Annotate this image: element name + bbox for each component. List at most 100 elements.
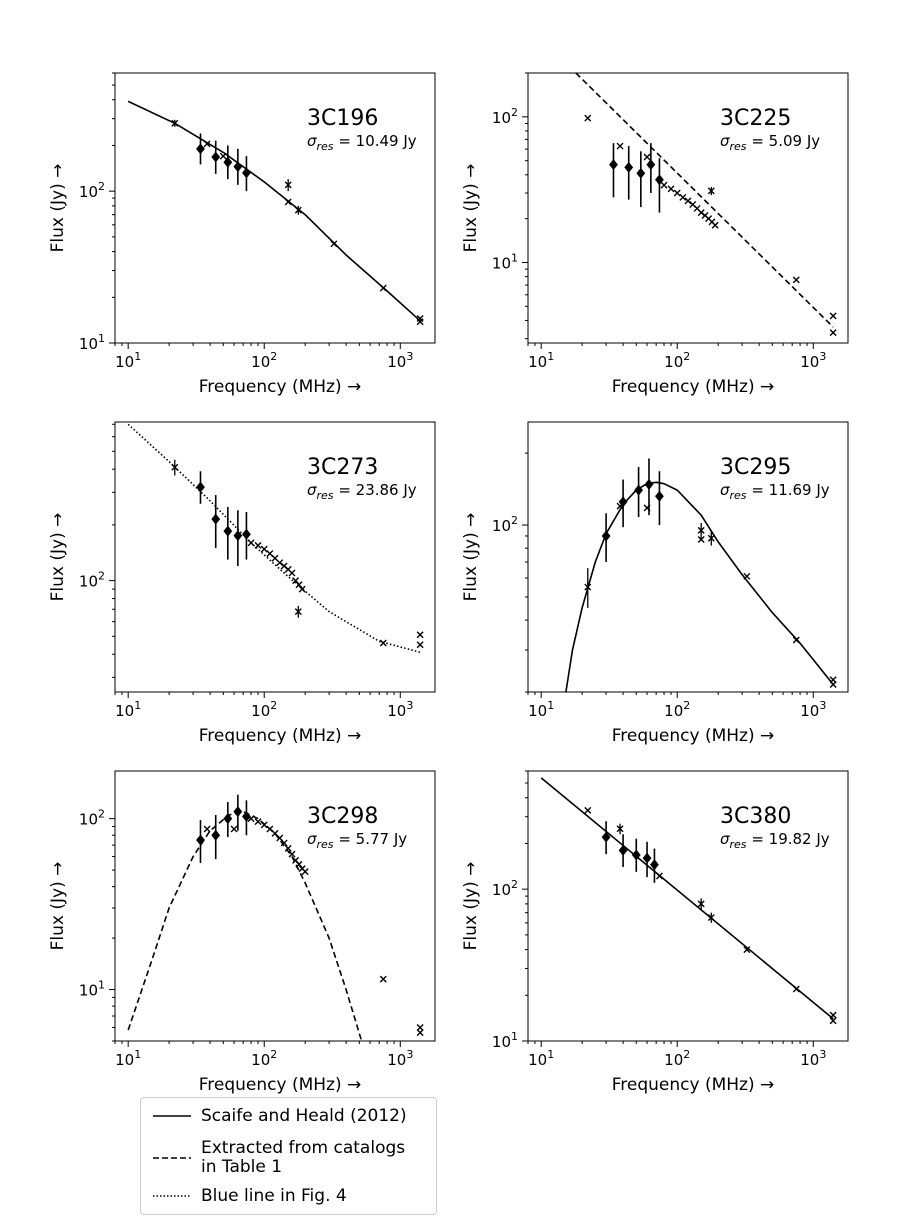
x-axis-label: Frequency (MHz) → xyxy=(199,377,362,397)
diamond-point xyxy=(233,530,243,542)
cross-point xyxy=(660,181,668,189)
y-axis-label: Flux (Jy) → xyxy=(48,862,68,951)
cross-point xyxy=(379,975,387,983)
source-name: 3C295 xyxy=(720,455,791,480)
source-name: 3C273 xyxy=(307,455,378,480)
y-tick-label: 102 xyxy=(79,180,105,201)
x-axis-label: Frequency (MHz) → xyxy=(612,726,775,746)
x-tick-label: 103 xyxy=(800,699,826,720)
diamond-point xyxy=(655,174,664,186)
cross-point xyxy=(697,526,705,534)
diamond-point xyxy=(650,859,659,871)
cross-point xyxy=(829,329,837,337)
cross-point xyxy=(584,583,592,591)
cross-point xyxy=(697,900,705,908)
cross-point xyxy=(254,818,262,826)
cross-point xyxy=(829,1017,837,1025)
x-tick-label: 101 xyxy=(528,1048,554,1069)
y-tick-label: 101 xyxy=(492,251,518,272)
diamond-point xyxy=(601,530,611,542)
cross-point xyxy=(792,636,800,644)
cross-point xyxy=(379,639,387,647)
diamond-point xyxy=(618,844,628,856)
cross-point xyxy=(288,850,296,858)
diamond-point xyxy=(642,852,652,864)
diamond-point xyxy=(211,829,221,841)
plot-frame xyxy=(114,72,436,344)
cross-point xyxy=(203,825,211,833)
y-tick-label: 101 xyxy=(79,332,105,353)
chart-panel-3c295: 101 102 103 102 Frequency (MHz) → Flux (Jy) →… xyxy=(461,421,849,746)
cross-point xyxy=(697,535,705,543)
plot-area xyxy=(127,794,424,1041)
x-axis-label: Frequency (MHz) → xyxy=(612,1075,775,1095)
cross-point xyxy=(171,119,179,127)
cross-point xyxy=(616,825,624,833)
sigma-res-annotation: σres = 23.86 Jy xyxy=(307,481,417,502)
chart-panel-3c273: 101 102 103 102 Frequency (MHz) → Flux (Jy) →… xyxy=(48,421,436,746)
diamond-point xyxy=(196,834,205,846)
cross-point xyxy=(416,631,424,639)
diamond-point xyxy=(233,161,243,173)
diamond-point xyxy=(655,490,664,502)
cross-point xyxy=(416,1029,424,1037)
y-tick-label: 101 xyxy=(79,979,105,1000)
legend-dotted-line-icon xyxy=(153,1195,191,1197)
y-tick-label: 102 xyxy=(492,514,518,535)
x-tick-label: 102 xyxy=(251,350,277,371)
y-axis-label: Flux (Jy) → xyxy=(48,513,68,602)
cross-point xyxy=(792,276,800,284)
x-axis-label: Frequency (MHz) → xyxy=(612,377,775,397)
x-tick-label: 103 xyxy=(387,1048,413,1069)
cross-point xyxy=(673,189,681,197)
y-tick-label: 102 xyxy=(492,878,518,899)
diamond-point xyxy=(233,806,243,818)
x-tick-label: 103 xyxy=(800,1048,826,1069)
cross-point xyxy=(295,860,303,868)
cross-point xyxy=(247,539,255,547)
cross-point xyxy=(288,569,296,577)
plot-frame xyxy=(114,770,436,1042)
x-tick-label: 101 xyxy=(115,1048,141,1069)
chart-panel-3c298: 101 102 103 101 102 Frequency (MHz) → Flux (Jy… xyxy=(48,770,436,1095)
x-axis-label: Frequency (MHz) → xyxy=(199,1075,362,1095)
diamond-point xyxy=(618,496,628,508)
cross-point xyxy=(655,872,663,880)
cross-point xyxy=(330,240,338,248)
sigma-res-annotation: σres = 5.09 Jy xyxy=(720,132,820,153)
cross-point xyxy=(743,572,751,580)
cross-point xyxy=(294,206,302,214)
source-name: 3C196 xyxy=(307,106,378,131)
diamond-point xyxy=(634,484,643,496)
cross-point xyxy=(298,585,306,593)
x-tick-label: 101 xyxy=(115,350,141,371)
source-name: 3C298 xyxy=(307,804,378,829)
diamond-point xyxy=(242,528,251,540)
cross-point xyxy=(260,545,268,553)
cross-point xyxy=(219,152,227,160)
cross-point xyxy=(643,153,651,161)
source-name: 3C225 xyxy=(720,106,791,131)
plot-frame xyxy=(527,72,849,344)
y-tick-label: 102 xyxy=(79,808,105,829)
cross-point xyxy=(743,946,751,954)
cross-point xyxy=(295,581,303,589)
cross-point xyxy=(707,187,715,195)
diamond-point xyxy=(601,831,611,843)
plot-area xyxy=(127,100,424,326)
sigma-res-annotation: σres = 5.77 Jy xyxy=(307,830,407,851)
cross-point xyxy=(284,198,292,206)
x-tick-label: 102 xyxy=(251,1048,277,1069)
diamond-point xyxy=(624,161,634,173)
x-axis-label: Frequency (MHz) → xyxy=(199,726,362,746)
model-curve-solid xyxy=(565,481,834,692)
cross-point xyxy=(416,318,424,326)
chart-panel-3c225: 101 102 103 101 102 Frequency (MHz) → Flux (Jy… xyxy=(461,72,849,397)
y-tick-label: 102 xyxy=(492,106,518,127)
cross-point xyxy=(792,985,800,993)
x-tick-label: 102 xyxy=(664,1048,690,1069)
diamond-point xyxy=(223,525,233,537)
plot-frame xyxy=(527,421,849,693)
diamond-point xyxy=(242,810,251,822)
